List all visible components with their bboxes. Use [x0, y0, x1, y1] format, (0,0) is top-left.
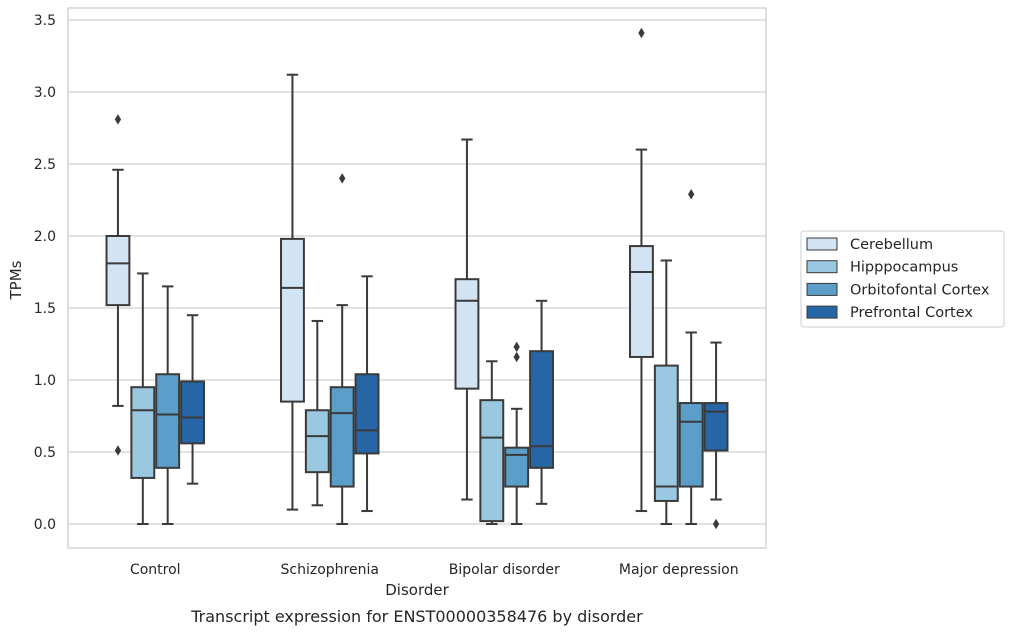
legend-label: Prefrontal Cortex — [850, 305, 973, 321]
y-tick-label: 2.5 — [34, 157, 56, 173]
y-tick-label: 2.0 — [34, 229, 56, 245]
box-iqr — [529, 350, 554, 469]
box-iqr — [155, 373, 181, 469]
legend-swatch — [806, 282, 838, 296]
outlier-point — [114, 114, 122, 125]
y-tick-label: 1.5 — [34, 301, 56, 317]
y-tick-label: 3.0 — [34, 85, 56, 101]
box-iqr — [130, 386, 156, 479]
outlier-point — [513, 351, 520, 363]
box-prefrontal-cortex — [180, 314, 205, 485]
box-cerebellum — [105, 114, 131, 456]
outlier-point — [638, 27, 645, 39]
legend-label: Orbitofontal Cortex — [850, 282, 990, 298]
y-tick-label: 0.0 — [34, 517, 56, 533]
box-hipppocampus — [479, 360, 505, 525]
legend-label: Cerebellum — [850, 237, 933, 253]
outlier-point — [688, 188, 695, 200]
box-iqr — [329, 386, 355, 488]
box-iqr — [180, 380, 205, 445]
box-cerebellum — [280, 73, 305, 511]
legend-swatch — [806, 237, 838, 251]
x-tick-label: Control — [130, 562, 181, 578]
y-tick-label: 1.0 — [34, 373, 56, 389]
legend-swatch — [806, 305, 838, 319]
y-tick-labels: 0.0 0.5 1.0 1.5 2.0 2.5 3.0 3.5 — [34, 13, 56, 533]
box-cerebellum — [454, 138, 480, 501]
box-iqr — [105, 235, 131, 307]
box-cerebellum — [629, 27, 654, 513]
box-orbitofontal-cortex — [678, 188, 704, 525]
outlier-point — [114, 445, 122, 456]
y-tick-label: 3.5 — [34, 13, 56, 29]
box-hipppocampus — [130, 272, 156, 525]
legend-frame — [800, 230, 1005, 328]
boxes — [105, 27, 729, 530]
box-iqr — [454, 278, 480, 390]
legend-label: Hipppocampus — [850, 260, 958, 276]
box-iqr — [653, 364, 679, 502]
box-iqr — [703, 402, 729, 452]
box-prefrontal-cortex — [703, 341, 729, 530]
outlier-point — [339, 173, 346, 184]
box-iqr — [504, 446, 530, 488]
box-hipppocampus — [653, 259, 679, 525]
x-tick-label: Major depression — [619, 562, 739, 578]
box-orbitofontal-cortex — [504, 341, 530, 525]
box-prefrontal-cortex — [354, 275, 380, 513]
grid-lines — [68, 19, 766, 525]
box-iqr — [629, 245, 654, 358]
legend: Cerebellum Hipppocampus Orbitofontal Corte… — [800, 230, 1005, 328]
x-tick-label: Bipolar disorder — [449, 562, 560, 578]
outlier-point — [513, 341, 520, 353]
box-iqr — [304, 409, 330, 474]
x-tick-label: Schizophrenia — [281, 562, 379, 578]
x-tick-labels: Control Schizophrenia Bipolar disorder Majo… — [130, 562, 739, 578]
plot-frame — [67, 7, 767, 549]
x-axis-label: Disorder — [385, 581, 449, 599]
outlier-point — [712, 518, 720, 530]
box-iqr — [479, 399, 505, 523]
box-iqr — [678, 402, 704, 488]
box-hipppocampus — [304, 319, 330, 507]
box-prefrontal-cortex — [529, 299, 554, 505]
y-axis-label: TPMs — [7, 260, 25, 300]
chart-caption: Transcript expression for ENST0000035847… — [190, 607, 643, 626]
box-orbitofontal-cortex — [329, 173, 355, 525]
box-iqr — [354, 373, 380, 455]
y-tick-label: 0.5 — [34, 445, 56, 461]
box-iqr — [280, 237, 305, 403]
box-orbitofontal-cortex — [155, 285, 181, 525]
legend-swatch — [806, 260, 838, 274]
